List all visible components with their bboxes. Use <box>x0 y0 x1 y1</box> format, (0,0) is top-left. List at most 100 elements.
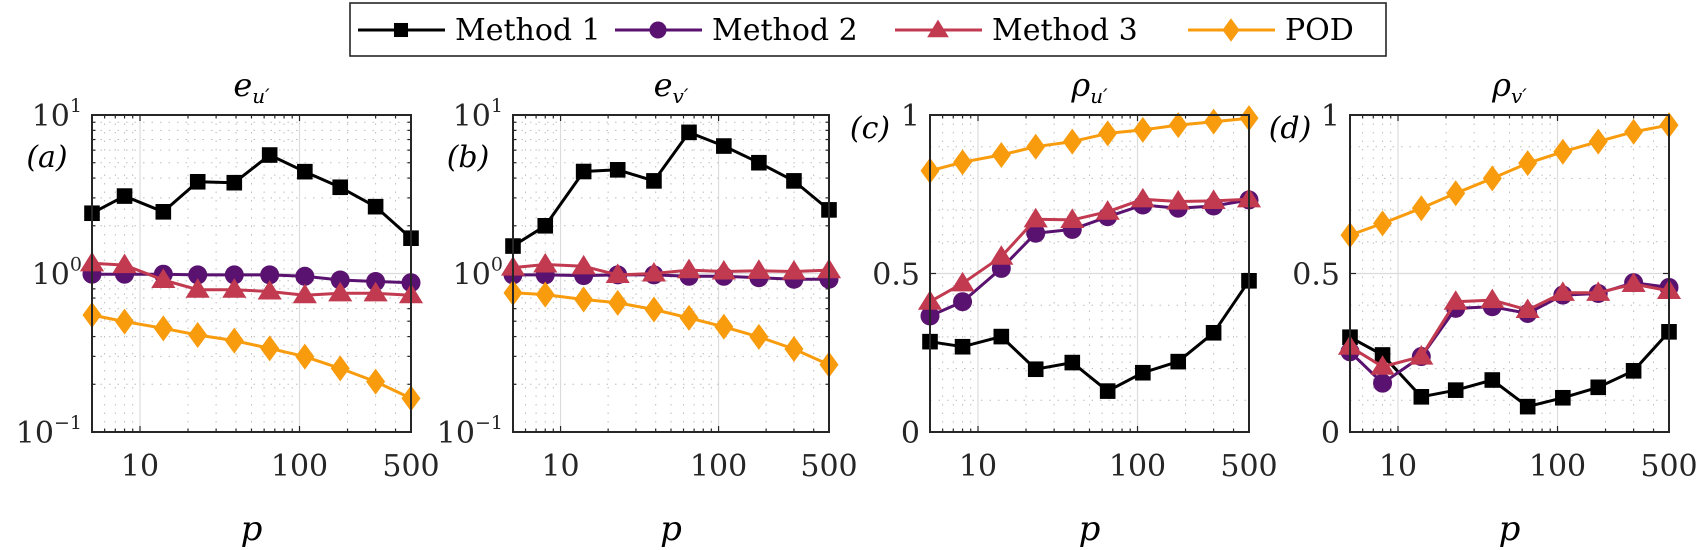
y-tick-label-exponent: −1 <box>475 412 503 434</box>
data-point <box>1482 165 1502 192</box>
series-line <box>1349 330 1671 409</box>
panel-title: ρv′ <box>1491 66 1527 108</box>
x-tick-label: 10 <box>959 449 997 484</box>
x-axis-label: p <box>241 509 263 549</box>
data-point <box>989 245 1014 265</box>
data-point <box>112 253 137 274</box>
series-pod <box>1340 112 1679 249</box>
series-group <box>500 124 842 378</box>
legend-label: Method 2 <box>712 13 858 48</box>
y-tick-label-exponent: 1 <box>491 95 503 117</box>
data-point <box>641 262 667 282</box>
data-point <box>716 138 732 154</box>
y-tick-label: 0 <box>901 416 920 451</box>
data-point <box>328 281 353 302</box>
data-point <box>185 278 210 298</box>
data-point <box>954 338 971 355</box>
y-tick-label-base: 10 <box>32 99 70 134</box>
data-point <box>260 335 280 362</box>
data-point <box>1095 200 1120 220</box>
data-point <box>746 259 771 279</box>
panel-tag: (c) <box>850 111 890 146</box>
axes-frame <box>1349 114 1670 433</box>
data-point <box>116 188 133 204</box>
y-tick-label-exponent: 0 <box>491 254 503 276</box>
data-point <box>786 173 802 189</box>
data-point <box>1625 363 1642 379</box>
x-tick-label: 500 <box>1640 449 1697 484</box>
series-line <box>1349 123 1670 237</box>
data-point <box>993 328 1010 345</box>
series-line <box>91 313 412 400</box>
y-tick-label-exponent: 1 <box>70 95 82 117</box>
panel-title-base: ρ <box>1070 66 1090 104</box>
data-point <box>571 254 596 275</box>
y-tick-label-base: 10 <box>16 416 54 451</box>
y-tick-label: 10−1 <box>16 412 82 451</box>
y-tick-label: 100 <box>32 254 82 293</box>
x-axis-label: p <box>1079 509 1101 549</box>
legend-entry-method-2: Method 2 <box>615 13 858 48</box>
data-point <box>533 252 558 273</box>
legend-marker-diamond-icon <box>1222 18 1240 42</box>
data-point <box>1553 138 1573 165</box>
data-point <box>261 147 278 163</box>
y-tick-label-base: 10 <box>32 258 70 293</box>
y-tick-label: 0.5 <box>872 258 920 293</box>
data-point <box>1201 189 1226 209</box>
data-point <box>257 279 282 300</box>
data-point <box>330 270 350 290</box>
data-point <box>224 265 244 285</box>
y-tick-label-base: 1 <box>901 99 920 134</box>
y-tick-label-base: 0.5 <box>872 258 920 293</box>
data-point <box>295 343 315 370</box>
x-tick-label: 100 <box>1529 449 1586 484</box>
legend: Method 1 Method 2 Method 3 POD <box>349 2 1387 57</box>
data-point <box>608 289 628 316</box>
y-tick-label: 1 <box>901 99 920 134</box>
series-method-1 <box>505 124 837 254</box>
panel-c: 10 100 500 0 0.5 1 (c) ρu′ p <box>850 66 1278 549</box>
data-point <box>1374 347 1391 363</box>
data-point <box>1027 361 1044 378</box>
data-point <box>1555 389 1571 406</box>
legend-marker-circle-icon <box>649 21 667 39</box>
data-point <box>950 271 975 292</box>
data-point <box>1099 383 1116 399</box>
panel-d: 10 100 500 0 0.5 1 (d) ρv′ p <box>1269 66 1698 549</box>
data-point <box>711 259 736 280</box>
data-point <box>1170 353 1187 370</box>
series-line <box>929 197 1250 304</box>
data-point <box>1130 187 1155 208</box>
panel-title-subscript: v′ <box>1511 84 1527 108</box>
data-point <box>784 335 804 362</box>
axes-frame <box>512 114 830 433</box>
data-point <box>1515 298 1540 319</box>
data-point <box>749 323 769 350</box>
y-tick-label-base: 10 <box>453 258 491 293</box>
data-point <box>188 322 208 349</box>
data-point <box>605 263 630 283</box>
y-tick-label: 0 <box>1321 416 1340 451</box>
panel-title-subscript: v′ <box>673 84 689 108</box>
data-point <box>1443 290 1468 310</box>
series-method-2 <box>82 264 421 293</box>
legend-entry-method-1: Method 1 <box>358 13 601 48</box>
panel-title: ρu′ <box>1070 66 1108 108</box>
data-point <box>226 174 243 191</box>
series-line <box>512 291 830 367</box>
data-point <box>1586 281 1611 301</box>
x-tick-label: 500 <box>382 449 439 484</box>
data-point <box>1062 128 1082 155</box>
series-line <box>512 130 830 248</box>
x-tick-label: 500 <box>800 449 857 484</box>
legend-label: Method 1 <box>455 13 601 48</box>
y-tick-label: 100 <box>453 254 503 293</box>
data-point <box>1168 112 1188 139</box>
y-tick-label-base: 10 <box>453 99 491 134</box>
data-point <box>115 308 135 335</box>
data-point <box>1205 324 1222 341</box>
panel-tag: (d) <box>1269 111 1312 146</box>
panel-tag: (b) <box>447 140 490 175</box>
